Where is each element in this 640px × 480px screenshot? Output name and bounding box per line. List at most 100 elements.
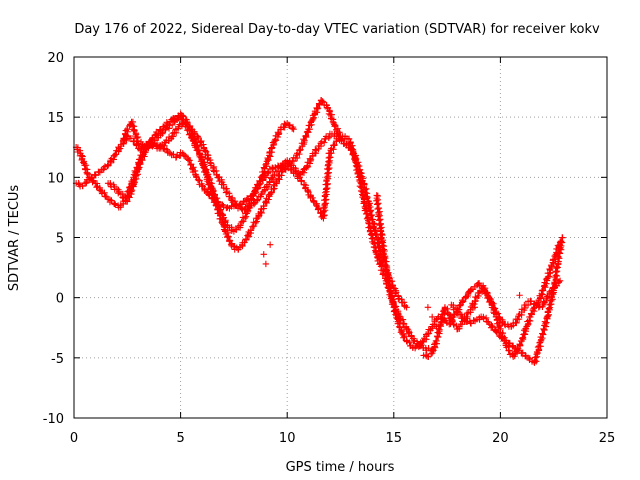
data-point [112, 151, 119, 158]
data-point [214, 198, 222, 205]
data-point [111, 152, 118, 159]
data-point [260, 251, 267, 258]
series-track-3 [104, 118, 410, 311]
data-point [320, 139, 328, 146]
data-point [82, 162, 90, 169]
data-point [222, 189, 230, 196]
data-point [459, 298, 467, 305]
data-point [196, 138, 204, 146]
data-point [132, 129, 140, 137]
data-point [262, 260, 270, 268]
data-point [487, 324, 495, 331]
data-point [545, 305, 553, 312]
data-point [378, 238, 386, 245]
data-point [112, 201, 119, 208]
data-point [209, 195, 217, 202]
data-point [267, 145, 275, 152]
data-point [401, 333, 408, 340]
data-point [320, 204, 327, 212]
data-point [392, 311, 399, 318]
data-point [142, 148, 149, 156]
data-point [453, 322, 460, 330]
data-point [253, 197, 261, 204]
data-point [236, 222, 244, 229]
data-point [541, 298, 549, 306]
data-point [241, 206, 248, 213]
data-point [314, 104, 322, 112]
data-point [289, 125, 296, 132]
data-point [395, 323, 403, 331]
data-point [531, 304, 538, 311]
x-tick-label: 0 [70, 431, 78, 446]
data-point [432, 337, 440, 345]
data-point [447, 314, 454, 321]
data-point [530, 305, 537, 312]
data-point [367, 231, 375, 238]
data-point [328, 111, 335, 118]
data-point [559, 234, 566, 241]
data-point [424, 304, 432, 311]
data-point [127, 134, 135, 142]
data-point [380, 249, 387, 257]
x-tick-label: 5 [176, 431, 184, 446]
data-point [351, 155, 358, 163]
data-point [516, 292, 523, 299]
data-point [301, 137, 308, 144]
data-point [225, 233, 232, 241]
data-point [83, 169, 90, 176]
x-axis-label: GPS time / hours [286, 460, 395, 475]
data-point [233, 202, 240, 210]
data-point [302, 132, 309, 140]
data-point [419, 338, 426, 346]
data-point [158, 127, 166, 135]
data-point [262, 161, 269, 169]
data-point [194, 134, 202, 142]
data-point [243, 194, 251, 202]
data-point [400, 299, 408, 306]
data-point [193, 173, 200, 180]
data-point [393, 314, 400, 322]
data-point [349, 142, 356, 149]
data-point [492, 327, 499, 334]
data-point [201, 165, 209, 173]
data-point [271, 171, 278, 179]
data-point [265, 169, 272, 176]
data-point [353, 163, 361, 170]
data-point [354, 169, 361, 177]
data-point [307, 156, 315, 163]
data-point [397, 329, 405, 336]
data-point [367, 207, 375, 214]
data-point [136, 164, 143, 171]
data-point [285, 121, 292, 129]
data-point [121, 135, 128, 143]
data-point [321, 211, 328, 219]
data-point [304, 187, 312, 195]
data-point [202, 171, 210, 179]
data-point [206, 191, 213, 199]
data-point [403, 304, 410, 311]
data-point [502, 337, 510, 344]
data-point [123, 198, 131, 205]
data-point [557, 238, 565, 245]
data-point [298, 177, 305, 185]
data-point [262, 198, 269, 206]
data-point [519, 349, 526, 356]
data-point [322, 189, 329, 196]
data-point [323, 185, 330, 192]
data-point [406, 339, 413, 346]
data-point [363, 185, 370, 192]
data-point [452, 305, 460, 312]
data-point [244, 232, 251, 239]
data-point [336, 129, 343, 136]
y-tick-label: 20 [47, 51, 64, 66]
data-point [433, 323, 440, 330]
data-point [470, 317, 477, 324]
data-point [325, 134, 332, 141]
data-point [309, 194, 316, 202]
series-track-7 [448, 234, 566, 366]
data-point [243, 210, 250, 217]
data-point [527, 297, 535, 305]
data-point [467, 320, 475, 327]
data-point [476, 316, 483, 323]
